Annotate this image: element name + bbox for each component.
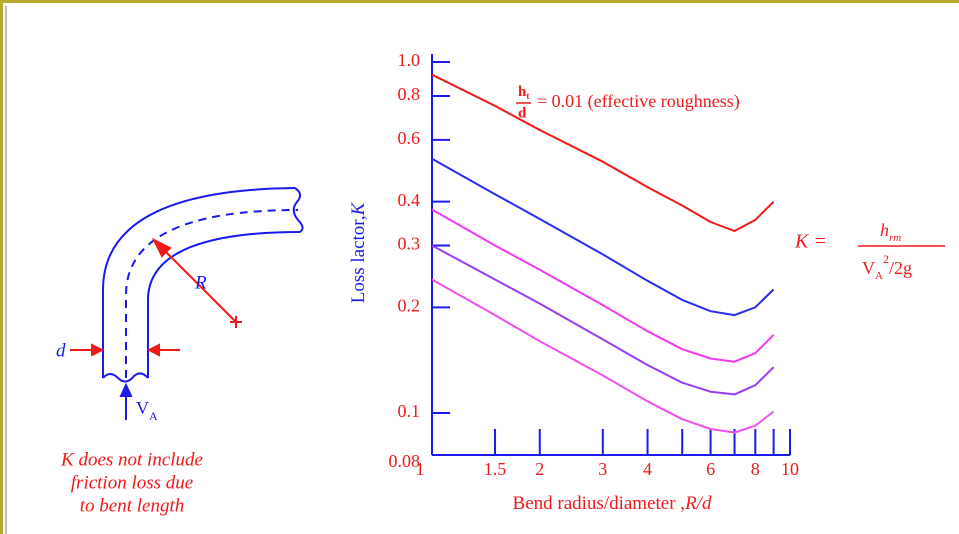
y-axis-label: Loss lactor,K xyxy=(348,201,369,303)
y-label-var: K xyxy=(348,201,369,216)
arrow-head xyxy=(146,343,160,357)
annotation-denominator: d xyxy=(518,105,527,121)
y-tick-label: 0.2 xyxy=(398,295,421,315)
series-line xyxy=(431,244,775,396)
formula-numerator: hrm xyxy=(880,220,901,243)
pipe xyxy=(102,187,304,383)
series-line xyxy=(431,73,775,232)
series-line xyxy=(431,208,775,363)
x-tick-label: 2 xyxy=(535,459,544,479)
x-tick-label: 3 xyxy=(598,459,607,479)
x-tick-label: 6 xyxy=(706,459,715,479)
x-tick-label: 1 xyxy=(416,459,425,479)
y-tick-label: 0.1 xyxy=(398,401,421,421)
annotation: ht d = 0.01 (effective roughness) xyxy=(516,84,740,121)
va-main: V xyxy=(136,398,149,418)
arrow-head xyxy=(119,382,133,397)
pipe-centerline xyxy=(125,209,299,378)
r-label: R xyxy=(194,272,207,293)
chart: Loss lactor,K Bend radius/diameter ,R/d … xyxy=(348,50,799,514)
y-tick-label: 0.3 xyxy=(398,234,421,254)
formula-denominator: VA2/2g xyxy=(862,252,912,282)
annotation-text: = 0.01 (effective roughness) xyxy=(537,91,740,112)
den-main: V xyxy=(862,258,875,278)
formula-lhs: K = xyxy=(794,231,827,253)
formula: K = hrm VA2/2g xyxy=(794,220,945,282)
y-tick-label: 0.8 xyxy=(398,84,421,104)
x-label-text: Bend radius/diameter , xyxy=(513,493,686,514)
note-line: to bent length xyxy=(80,495,184,516)
den-sub: A xyxy=(875,270,883,282)
x-tick-label: 1.5 xyxy=(484,459,507,479)
annotation-numerator: ht xyxy=(518,84,529,101)
x-tick-label: 4 xyxy=(643,459,652,479)
ann-sub: t xyxy=(526,91,529,101)
note-line: K does not include xyxy=(60,449,203,470)
num-sub: rm xyxy=(889,232,901,244)
den-sup: 2 xyxy=(883,252,889,266)
pipe-inner xyxy=(147,231,301,378)
center-mark xyxy=(230,316,242,328)
pipe-outer xyxy=(102,187,296,378)
arrow-head xyxy=(151,237,172,258)
x-axis-label: Bend radius/diameter ,R/d xyxy=(513,493,712,514)
den-rest: /2g xyxy=(889,258,912,278)
y-label-text: Loss lactor, xyxy=(348,215,369,303)
pipe-end xyxy=(102,372,149,383)
note: K does not include friction loss due to … xyxy=(60,449,203,516)
ann-num: h xyxy=(518,84,527,100)
y-tick-label: 0.08 xyxy=(389,451,421,471)
note-line: friction loss due xyxy=(71,472,193,493)
x-tick-label: 10 xyxy=(781,459,799,479)
series-line xyxy=(431,157,775,317)
y-tick-label: 1.0 xyxy=(398,50,421,70)
radius-line xyxy=(163,249,237,323)
arrow-head xyxy=(91,343,105,357)
va-label: VA xyxy=(136,398,158,423)
flow-arrow xyxy=(119,382,133,420)
x-tick-label: 8 xyxy=(751,459,760,479)
d-label: d xyxy=(56,340,66,361)
num-main: h xyxy=(880,220,889,240)
pipe-end xyxy=(292,187,304,233)
series-line xyxy=(431,278,775,434)
va-sub: A xyxy=(149,409,158,423)
y-tick-label: 0.6 xyxy=(398,128,421,148)
y-tick-label: 0.4 xyxy=(398,190,421,210)
arrows xyxy=(70,237,242,357)
x-label-var: R/d xyxy=(684,493,712,514)
